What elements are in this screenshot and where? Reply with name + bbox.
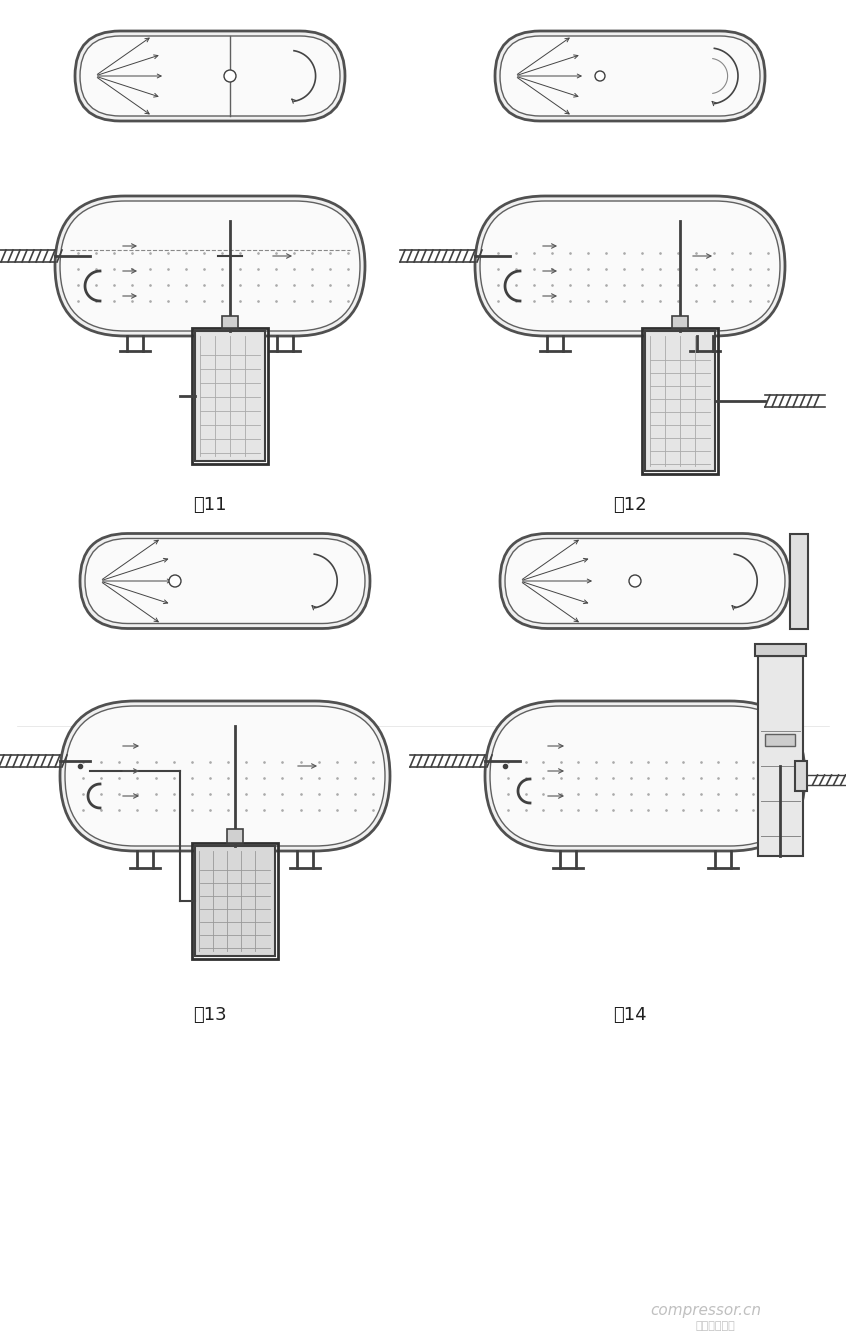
Text: 图13: 图13: [193, 1006, 227, 1023]
Bar: [755, 644, 805, 656]
FancyBboxPatch shape: [65, 705, 385, 846]
Text: 图14: 图14: [613, 1006, 647, 1023]
FancyBboxPatch shape: [85, 538, 365, 624]
FancyBboxPatch shape: [80, 36, 340, 116]
FancyBboxPatch shape: [475, 196, 785, 335]
FancyBboxPatch shape: [55, 196, 365, 335]
Bar: [645, 331, 715, 472]
Bar: [795, 762, 807, 791]
FancyBboxPatch shape: [485, 701, 805, 851]
FancyBboxPatch shape: [60, 701, 390, 851]
Bar: [765, 733, 795, 745]
FancyBboxPatch shape: [80, 533, 370, 628]
Bar: [192, 329, 268, 464]
FancyBboxPatch shape: [500, 36, 760, 116]
Bar: [195, 846, 275, 957]
Text: 图11: 图11: [193, 496, 227, 514]
Text: 中国压缩机网: 中国压缩机网: [695, 1321, 734, 1331]
FancyBboxPatch shape: [495, 31, 765, 122]
FancyBboxPatch shape: [60, 200, 360, 331]
FancyBboxPatch shape: [480, 200, 780, 331]
Circle shape: [169, 574, 181, 587]
Bar: [757, 656, 803, 856]
Bar: [642, 329, 718, 474]
Circle shape: [224, 69, 236, 81]
Bar: [222, 317, 238, 329]
Bar: [227, 830, 243, 843]
FancyBboxPatch shape: [500, 533, 790, 628]
Bar: [790, 533, 808, 628]
FancyBboxPatch shape: [505, 538, 785, 624]
Text: 图12: 图12: [613, 496, 647, 514]
Bar: [672, 317, 688, 329]
Circle shape: [595, 71, 605, 81]
Circle shape: [629, 574, 641, 587]
Bar: [195, 331, 265, 461]
FancyBboxPatch shape: [490, 705, 800, 846]
Bar: [192, 843, 278, 959]
FancyBboxPatch shape: [75, 31, 345, 122]
Text: compressor.cn: compressor.cn: [650, 1303, 761, 1319]
